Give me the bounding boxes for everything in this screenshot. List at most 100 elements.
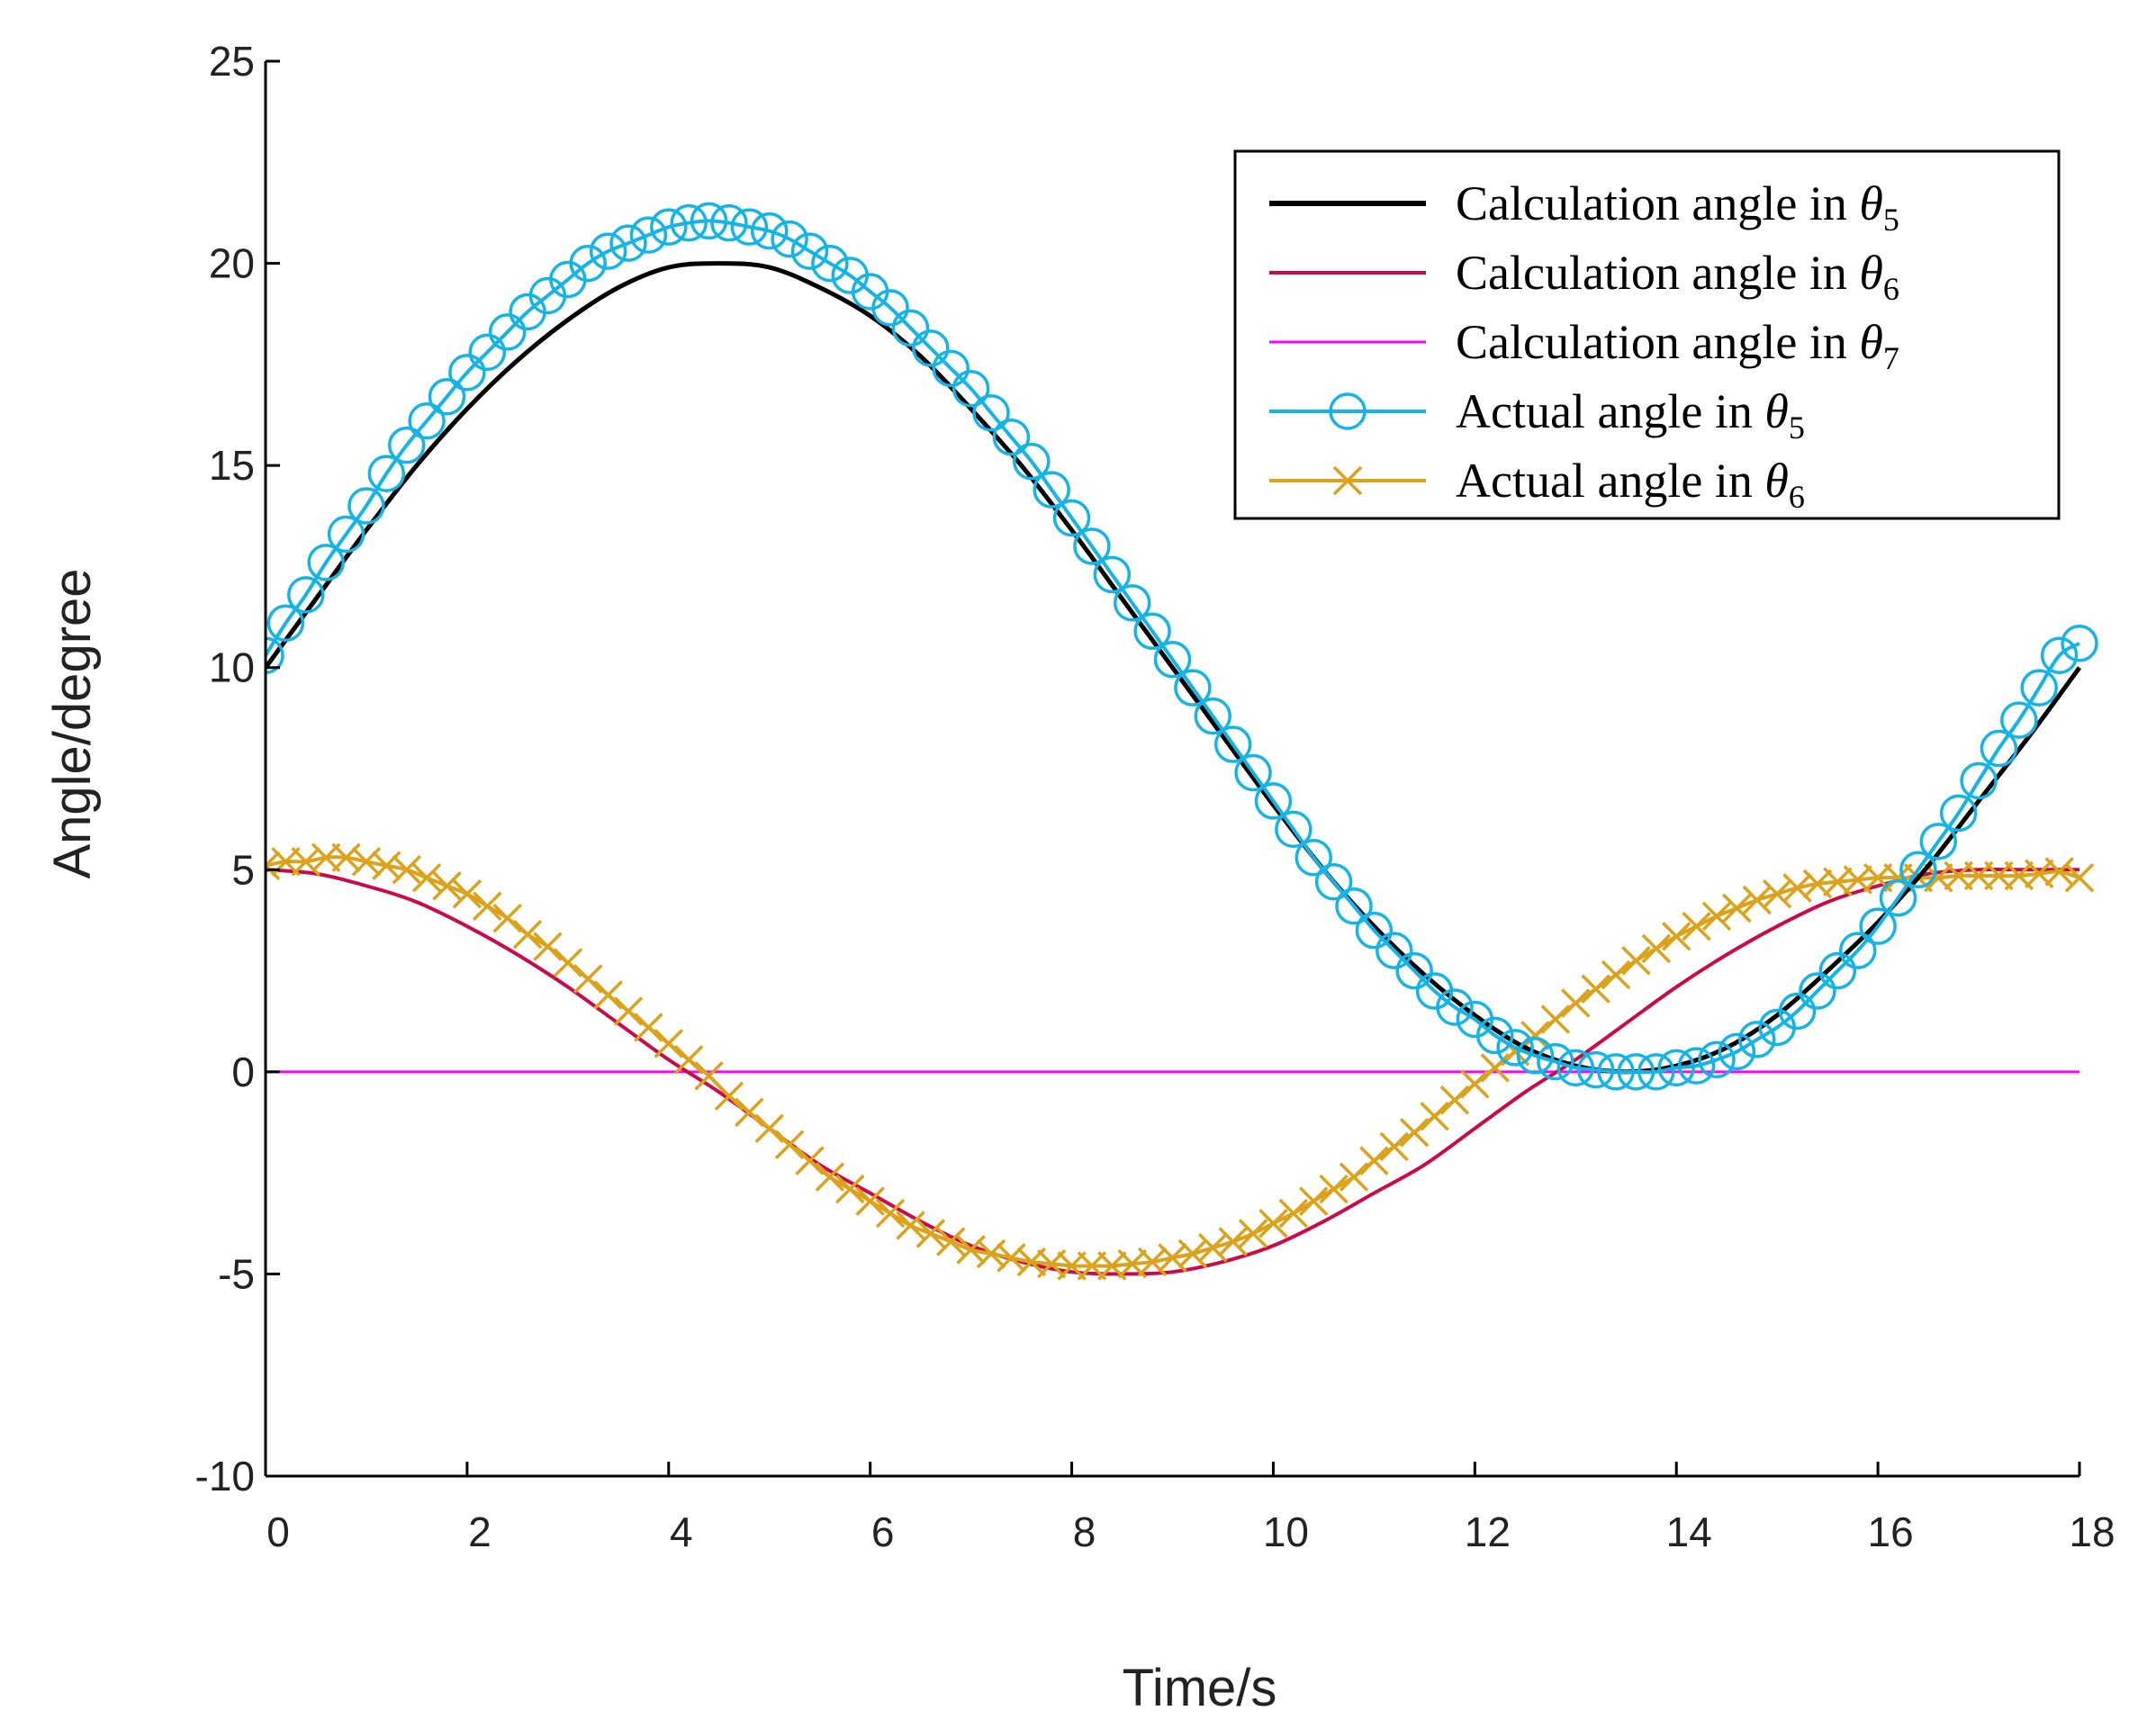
legend-item-act6: Actual angle in θ6	[1269, 454, 1805, 515]
data-point-act5	[1254, 782, 1293, 820]
y-tick-label: 25	[209, 38, 255, 85]
data-point-act6	[473, 891, 502, 921]
data-point-act6	[411, 863, 442, 893]
data-point-act5	[1960, 761, 1998, 800]
data-point-act5	[811, 244, 849, 283]
x-axis-title: Time/s	[1123, 1659, 1277, 1717]
legend-item-act5: Actual angle in θ5	[1269, 384, 1805, 446]
data-point-act6	[896, 1211, 925, 1240]
data-point-act5	[1496, 1029, 1534, 1067]
data-point-act5	[1275, 810, 1313, 849]
data-point-act5	[1194, 697, 1232, 735]
data-point-act5	[1738, 1021, 1776, 1058]
data-point-act5	[670, 203, 708, 242]
data-point-act5	[2061, 625, 2098, 662]
legend-marker	[1332, 465, 1363, 496]
data-point-act6	[1298, 1186, 1329, 1216]
data-point-act6	[2044, 857, 2074, 887]
data-point-act5	[569, 244, 607, 283]
data-point-act6	[452, 878, 483, 909]
x-tick-label: 14	[1666, 1508, 1712, 1555]
ticks-layer: 0 2 4 6 8 10 12 14 16 18 -10 -5 0 5 10 15 20 25	[195, 38, 2115, 1555]
data-point-act5	[1395, 951, 1433, 990]
data-point-act6	[1339, 1162, 1369, 1192]
data-point-act5	[448, 354, 486, 392]
data-point-act5	[1295, 839, 1332, 877]
data-point-act5	[1355, 911, 1394, 950]
x-tick-label: 2	[468, 1508, 492, 1555]
data-point-act6	[1621, 946, 1651, 976]
data-point-act5	[710, 203, 748, 242]
data-point-act5	[1818, 951, 1857, 990]
series-calc5	[266, 261, 2082, 1075]
data-point-act6	[795, 1146, 825, 1175]
x-tick-label: 8	[1073, 1508, 1096, 1555]
legend-box	[1233, 149, 2061, 520]
data-point-act5	[932, 349, 970, 388]
data-point-act5	[488, 313, 527, 351]
data-point-act5	[1698, 1040, 1736, 1079]
x-tick-label: 18	[2069, 1508, 2115, 1555]
series-layer	[266, 202, 2098, 1281]
data-point-act5	[690, 202, 728, 240]
data-point-act5	[2000, 701, 2038, 739]
data-point-act5	[1778, 992, 1817, 1031]
data-point-act5	[1013, 442, 1051, 481]
legend-item-calc6: Calculation angle in θ6	[1269, 246, 1899, 307]
data-point-act6	[1540, 1004, 1571, 1034]
data-point-act6	[1460, 1069, 1490, 1099]
data-point-act5	[952, 370, 990, 408]
data-point-act5	[1335, 887, 1373, 925]
data-point-act6	[1581, 974, 1610, 1004]
data-point-act6	[1661, 922, 1691, 951]
data-point-act6	[916, 1219, 946, 1248]
data-point-act6	[815, 1162, 845, 1192]
data-point-act5	[1677, 1047, 1716, 1085]
data-point-act6	[1359, 1146, 1389, 1175]
data-point-act5	[1859, 907, 1897, 945]
legend-label: Calculation angle in θ6	[1456, 246, 1899, 307]
data-point-act5	[1799, 972, 1836, 1010]
data-point-act5	[1899, 851, 1937, 889]
legend-label: Calculation angle in θ5	[1456, 176, 1899, 238]
series-line-act5	[266, 219, 2081, 1075]
data-point-act5	[1113, 584, 1151, 622]
data-point-act5	[367, 455, 406, 492]
data-point-act5	[871, 289, 909, 327]
data-point-act6	[1399, 1117, 1430, 1148]
data-point-act6	[392, 855, 421, 885]
series-act5	[266, 202, 2098, 1091]
data-point-act5	[307, 544, 345, 581]
data-point-act6	[1742, 885, 1773, 915]
data-point-act6	[573, 964, 603, 994]
data-point-act6	[1520, 1021, 1550, 1050]
data-point-act6	[1701, 901, 1732, 932]
data-point-act5	[891, 309, 930, 347]
x-tick-label: 4	[670, 1508, 693, 1555]
data-point-act6	[774, 1130, 805, 1159]
legend-label: Calculation angle in θ7	[1456, 315, 1899, 376]
data-point-act5	[771, 220, 808, 258]
data-point-act5	[1516, 1037, 1555, 1075]
data-point-act6	[1762, 878, 1792, 909]
data-point-act5	[790, 232, 829, 270]
data-point-act6	[634, 1013, 663, 1042]
data-point-act6	[533, 932, 563, 961]
data-point-act5	[408, 401, 446, 440]
legend-marker	[1329, 392, 1367, 430]
data-point-act6	[754, 1113, 784, 1143]
x-tick-label: 10	[1263, 1508, 1309, 1555]
data-point-act5	[468, 333, 507, 372]
data-point-act5	[347, 487, 385, 525]
legend-item-calc7: Calculation angle in θ7	[1269, 315, 1899, 376]
data-point-act6	[1641, 933, 1672, 964]
data-point-act5	[1617, 1053, 1655, 1091]
data-point-act5	[428, 378, 466, 416]
data-point-act6	[1278, 1198, 1309, 1229]
data-point-act5	[1174, 669, 1212, 707]
data-point-act5	[1436, 988, 1474, 1026]
data-point-act6	[1722, 893, 1752, 923]
data-point-act6	[875, 1198, 906, 1229]
data-point-act6	[1420, 1102, 1449, 1131]
data-point-act5	[589, 232, 627, 270]
